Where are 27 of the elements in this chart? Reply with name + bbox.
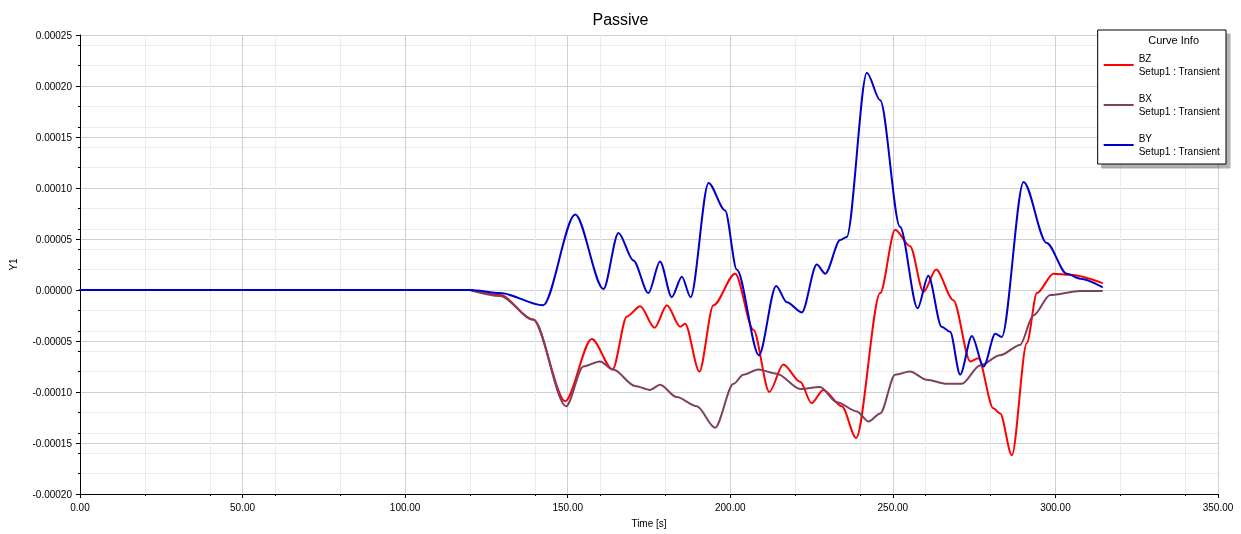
y-tick-label: 0.00020 (35, 80, 73, 92)
y-tick-label: -0.00020 (32, 488, 73, 500)
chart-title: Passive (592, 10, 649, 28)
x-tick-label: 0.00 (70, 501, 91, 513)
x-axis-title: Time [s] (631, 517, 667, 529)
y-tick-label: 0.00010 (35, 182, 73, 194)
legend-title: Curve Info (1148, 33, 1199, 46)
line-series (469, 289, 1103, 429)
x-tick-label: 150.00 (552, 501, 584, 513)
y-tick-label: -0.00010 (32, 386, 73, 398)
x-tick-label: 300.00 (1040, 501, 1072, 513)
line-series (79, 71, 1103, 376)
y-tick-label: -0.00005 (32, 335, 73, 347)
y-tick-label: 0.00005 (35, 233, 73, 245)
x-tick-label: 250.00 (877, 501, 909, 513)
legend-label: BX Setup1 : Transient (1138, 93, 1221, 117)
y-axis-title: Y1 (7, 257, 19, 271)
y-tick-label: 0.00025 (35, 29, 73, 41)
y-tick-label: 0.00015 (35, 131, 73, 143)
y-tick-label: -0.00015 (32, 437, 73, 449)
legend-label: BY Setup1 : Transient (1138, 133, 1221, 157)
x-tick-label: 50.00 (230, 501, 256, 513)
x-tick-label: 200.00 (714, 501, 747, 513)
x-tick-label: 350.00 (1202, 501, 1234, 513)
x-tick-label: 100.00 (389, 501, 421, 513)
y-tick-label: 0.00000 (35, 284, 73, 296)
legend-label: BZ Setup1 : Transient (1138, 53, 1221, 77)
